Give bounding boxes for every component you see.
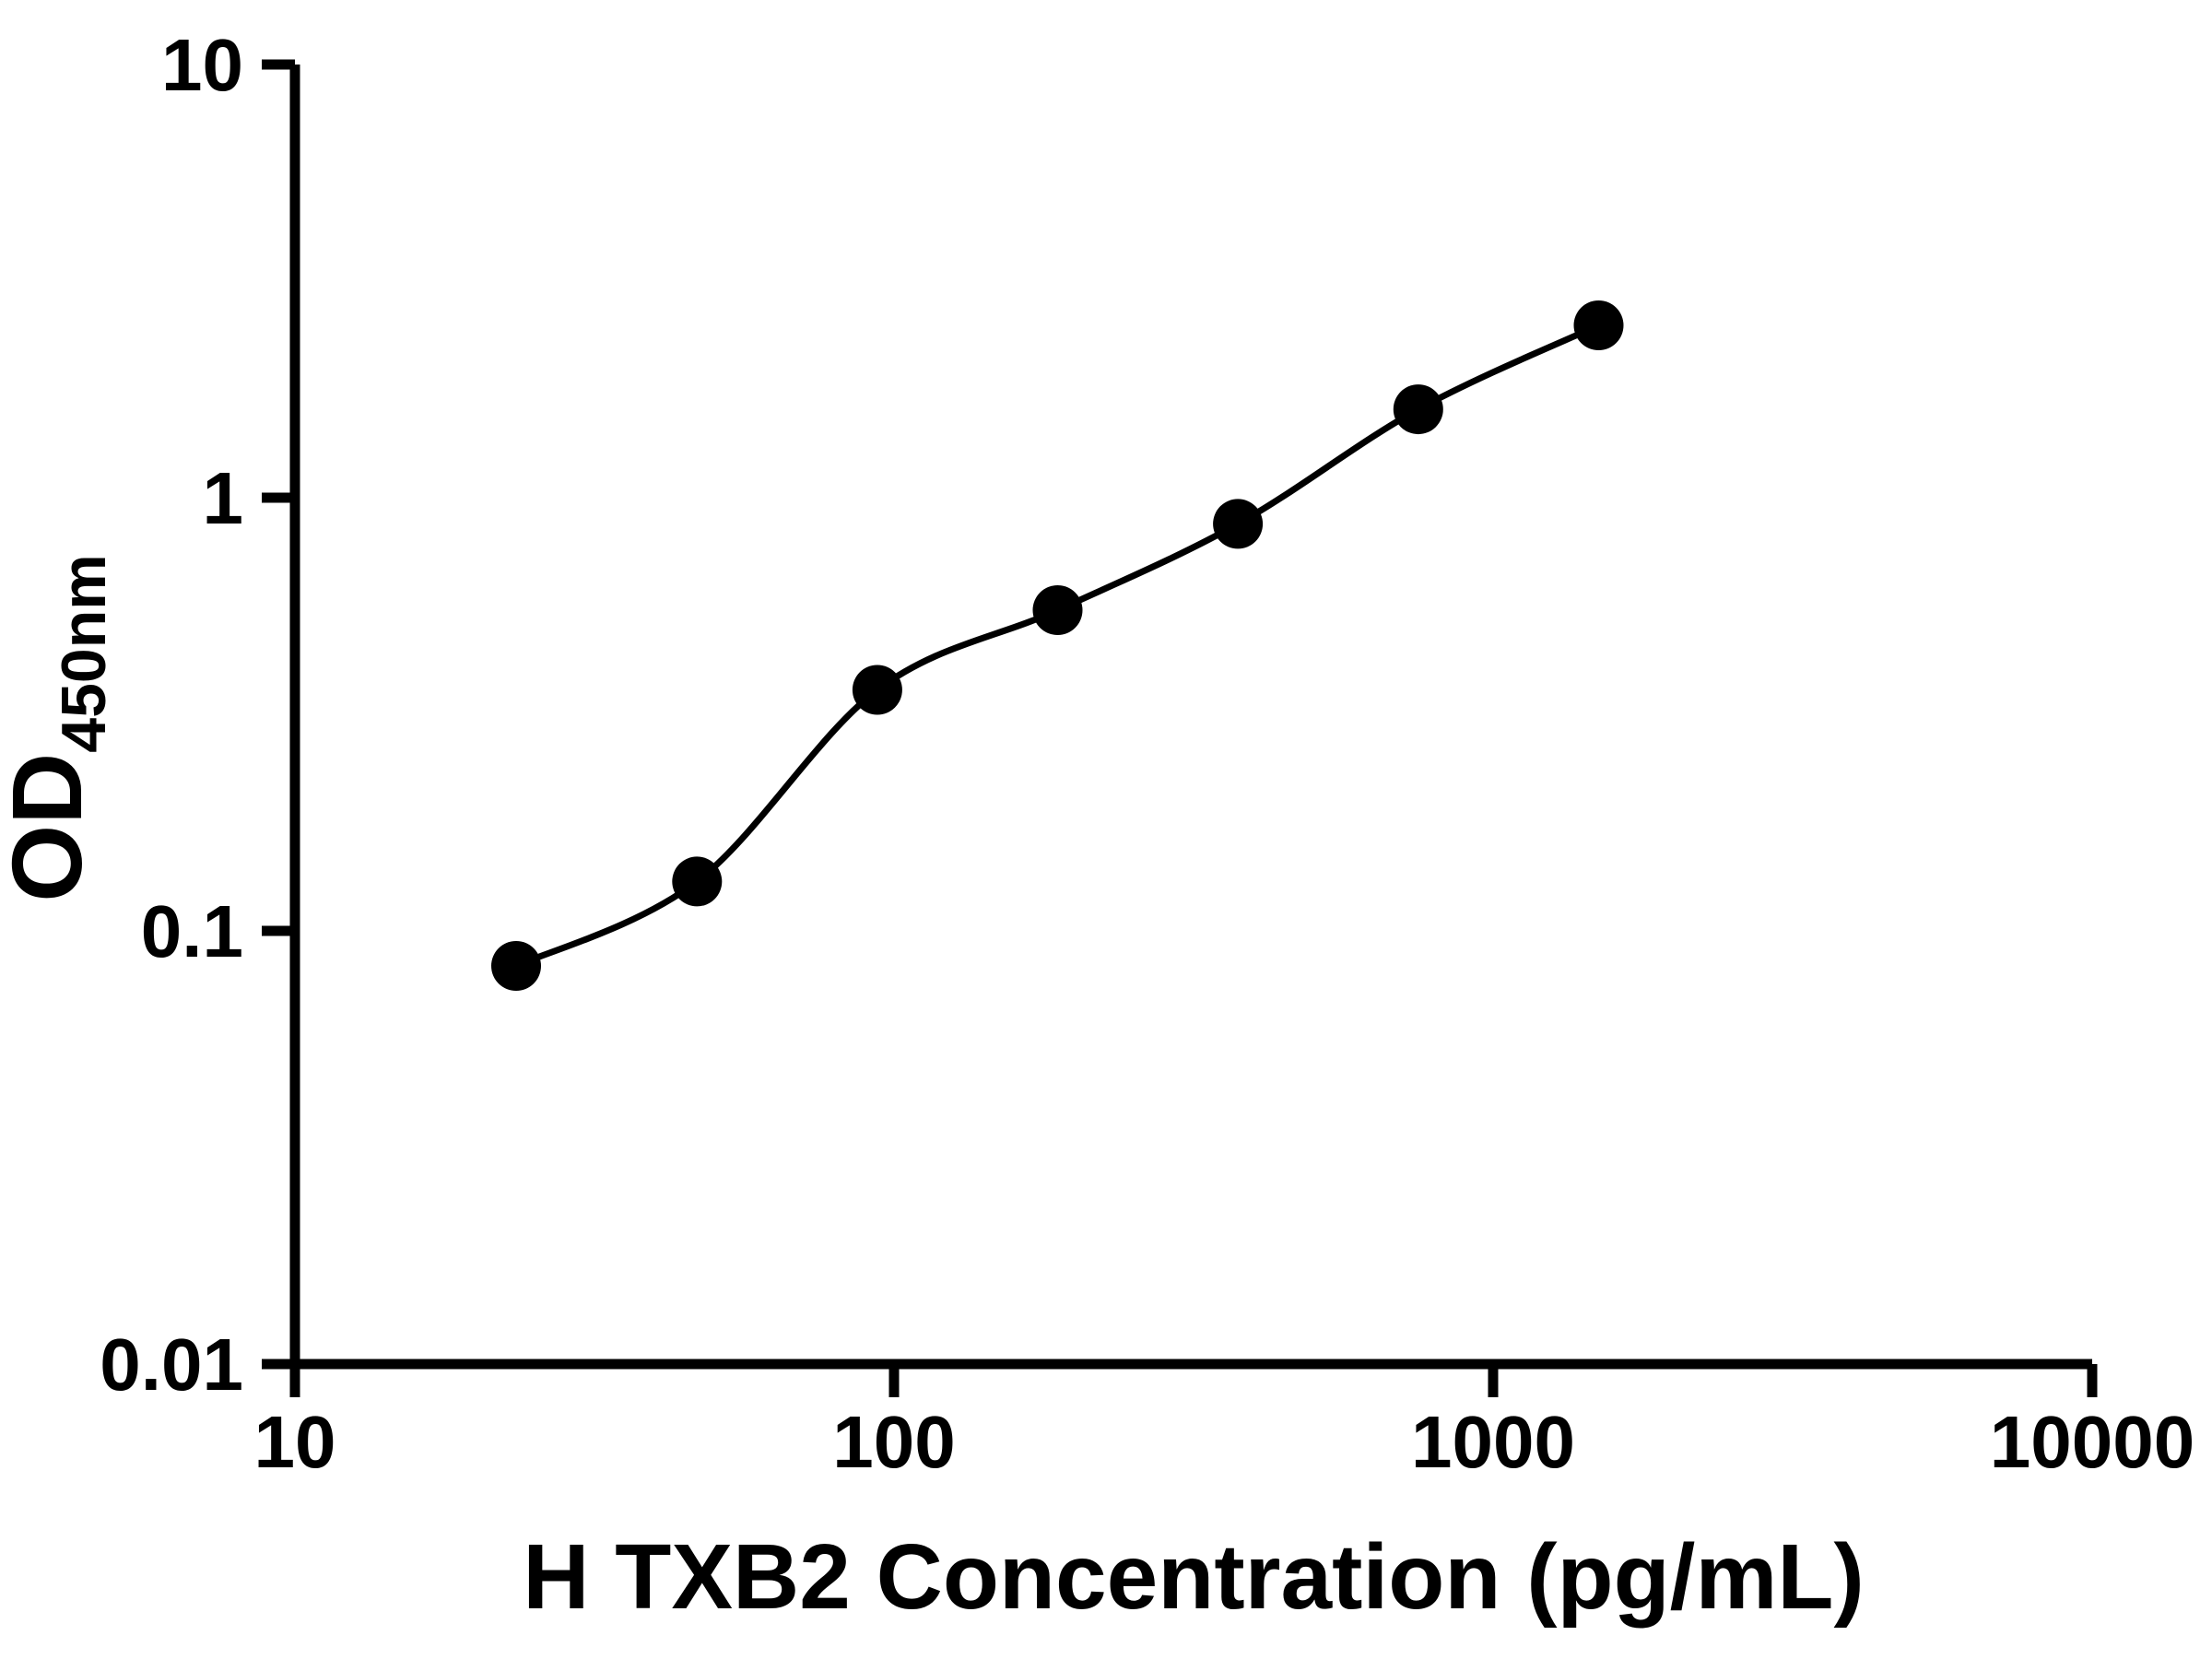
x-axis-title: H TXB2 Concentration (pg/mL) bbox=[523, 1525, 1865, 1629]
data-point-1 bbox=[491, 941, 541, 991]
data-point-7 bbox=[1573, 300, 1624, 350]
y-tick-label: 1 bbox=[203, 457, 244, 539]
plot-area: 10 100 1000 10000 0.01 0.1 1 10 bbox=[100, 24, 2194, 1483]
y-axis-title-subscript: 450nm bbox=[49, 554, 119, 752]
y-tick-label: 10 bbox=[161, 24, 243, 106]
y-tick-label: 0.1 bbox=[141, 890, 243, 972]
x-tick-label: 100 bbox=[832, 1401, 955, 1483]
y-axis-title-main: OD bbox=[0, 753, 102, 902]
axes-spine bbox=[289, 65, 2092, 1370]
data-point-6 bbox=[1393, 384, 1443, 435]
y-tick-label: 0.01 bbox=[100, 1324, 243, 1406]
data-point-4 bbox=[1032, 585, 1083, 635]
x-tick-label: 10 bbox=[254, 1401, 336, 1483]
data-point-3 bbox=[852, 665, 902, 715]
data-point-2 bbox=[672, 856, 723, 907]
x-tick-label: 1000 bbox=[1411, 1401, 1575, 1483]
y-axis-title: OD450nm bbox=[0, 554, 119, 901]
data-point-5 bbox=[1213, 499, 1264, 549]
x-tick-label: 10000 bbox=[1990, 1401, 2194, 1483]
